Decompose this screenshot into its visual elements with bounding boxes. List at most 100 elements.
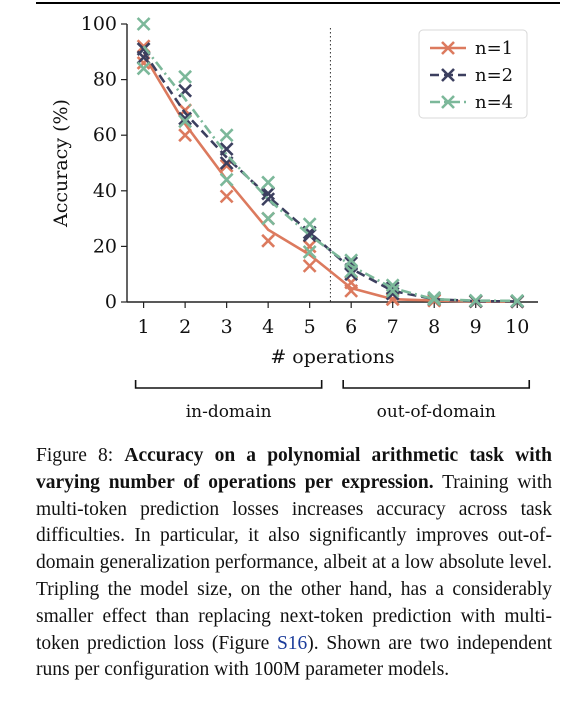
marker-stroke	[178, 111, 193, 126]
data-point	[178, 128, 193, 143]
legend-frame	[418, 29, 528, 119]
accuracy-chart: 0 20 40 60 80 100 1 2 3 4 5 6 7 8 9 10 # operations Accur…	[50, 13, 538, 422]
data-point	[302, 245, 317, 259]
marker-stroke	[468, 293, 483, 308]
caption-label: Figure 8:	[36, 445, 125, 466]
legend-label: n=2	[475, 65, 513, 86]
data-point	[510, 293, 525, 308]
marker-stroke	[302, 217, 317, 232]
marker-stroke	[178, 128, 193, 143]
data-point	[427, 292, 442, 307]
marker-stroke	[344, 264, 359, 279]
y-tick-label: 80	[93, 69, 117, 91]
data-point	[261, 186, 276, 201]
data-point	[219, 189, 234, 204]
legend: n=1 n=2 n=4	[418, 29, 528, 119]
marker-stroke	[344, 253, 359, 268]
data-point	[136, 17, 151, 31]
data-point	[219, 142, 234, 157]
caption-title: Accuracy on a polynomial arithmetic task…	[36, 445, 552, 493]
data-point	[261, 211, 276, 226]
data-point	[344, 267, 359, 282]
top-rule	[36, 2, 560, 4]
legend-entry: n=2	[430, 65, 513, 86]
legend-marker	[441, 41, 455, 55]
marker-stroke	[136, 61, 151, 76]
x-tick-label: 10	[505, 316, 529, 338]
marker-stroke	[441, 41, 455, 55]
y-axis-label: Accuracy (%)	[50, 99, 72, 228]
x-tick-label: 2	[179, 316, 191, 338]
marker-stroke	[219, 142, 234, 157]
legend-marker	[441, 95, 455, 109]
marker-stroke	[385, 281, 400, 296]
x-tick-label: 8	[428, 316, 440, 338]
data-point	[302, 258, 317, 273]
data-point	[178, 114, 193, 129]
caption-text-b: ). Shown are two independent runs per co…	[36, 632, 552, 681]
marker-stroke	[385, 283, 400, 298]
x-tick-label: 5	[304, 316, 316, 338]
data-point	[219, 128, 234, 143]
marker-stroke	[178, 114, 193, 129]
x-tick-label: 7	[387, 316, 399, 338]
data-point	[344, 283, 359, 298]
marker-stroke	[441, 95, 455, 109]
marker-stroke	[178, 69, 193, 84]
data-point	[468, 293, 483, 308]
data-point	[261, 233, 276, 248]
x-axis-label: # operations	[270, 346, 394, 368]
legend-entry: n=4	[430, 92, 513, 113]
legend-label: n=4	[475, 92, 513, 113]
region-bracket: out-of-domain	[342, 380, 531, 422]
x-tick-label: 1	[138, 316, 150, 338]
marker-stroke	[385, 278, 400, 293]
data-point	[219, 172, 234, 187]
marker-stroke	[261, 211, 276, 226]
data-point	[385, 278, 400, 293]
data-point	[178, 111, 193, 126]
bracket-line	[342, 380, 531, 389]
marker-stroke	[344, 267, 359, 282]
figure-reference-link[interactable]: S16	[276, 632, 308, 654]
marker-stroke	[441, 68, 455, 82]
marker-stroke	[219, 172, 234, 187]
marker-stroke	[219, 128, 234, 143]
data-point	[385, 283, 400, 298]
region-bracket: in-domain	[134, 380, 323, 422]
legend-marker	[441, 68, 455, 82]
marker-stroke	[302, 245, 317, 259]
series-line	[142, 45, 518, 303]
figure-caption: Figure 8: Accuracy on a polynomial arith…	[36, 443, 552, 684]
series-n-4	[136, 17, 525, 308]
x-tick-label: 6	[345, 316, 357, 338]
marker-stroke	[510, 293, 525, 308]
marker-stroke	[302, 228, 317, 243]
marker-stroke	[136, 17, 151, 31]
y-tick-label: 100	[81, 13, 117, 35]
marker-stroke	[344, 283, 359, 298]
y-tick-label: 20	[93, 235, 117, 257]
data-point	[261, 175, 276, 190]
x-tick-label: 3	[221, 316, 233, 338]
data-point	[136, 61, 151, 76]
data-point	[178, 69, 193, 84]
x-tick-label: 9	[470, 316, 482, 338]
data-point	[302, 217, 317, 232]
marker-stroke	[261, 175, 276, 190]
marker-stroke	[427, 292, 442, 307]
data-point	[344, 264, 359, 279]
marker-stroke	[219, 189, 234, 204]
marker-stroke	[261, 192, 276, 207]
bracket-line	[134, 380, 323, 389]
legend-entry: n=1	[430, 38, 513, 59]
region-label: out-of-domain	[377, 402, 496, 422]
legend-label: n=1	[475, 38, 513, 59]
y-tick-label: 0	[105, 291, 117, 313]
data-point	[344, 253, 359, 268]
caption-text-a: Training with multi-token prediction los…	[36, 471, 552, 654]
y-tick-label: 60	[93, 124, 117, 146]
y-tick-label: 40	[93, 180, 117, 202]
marker-stroke	[261, 186, 276, 201]
marker-stroke	[302, 239, 317, 254]
